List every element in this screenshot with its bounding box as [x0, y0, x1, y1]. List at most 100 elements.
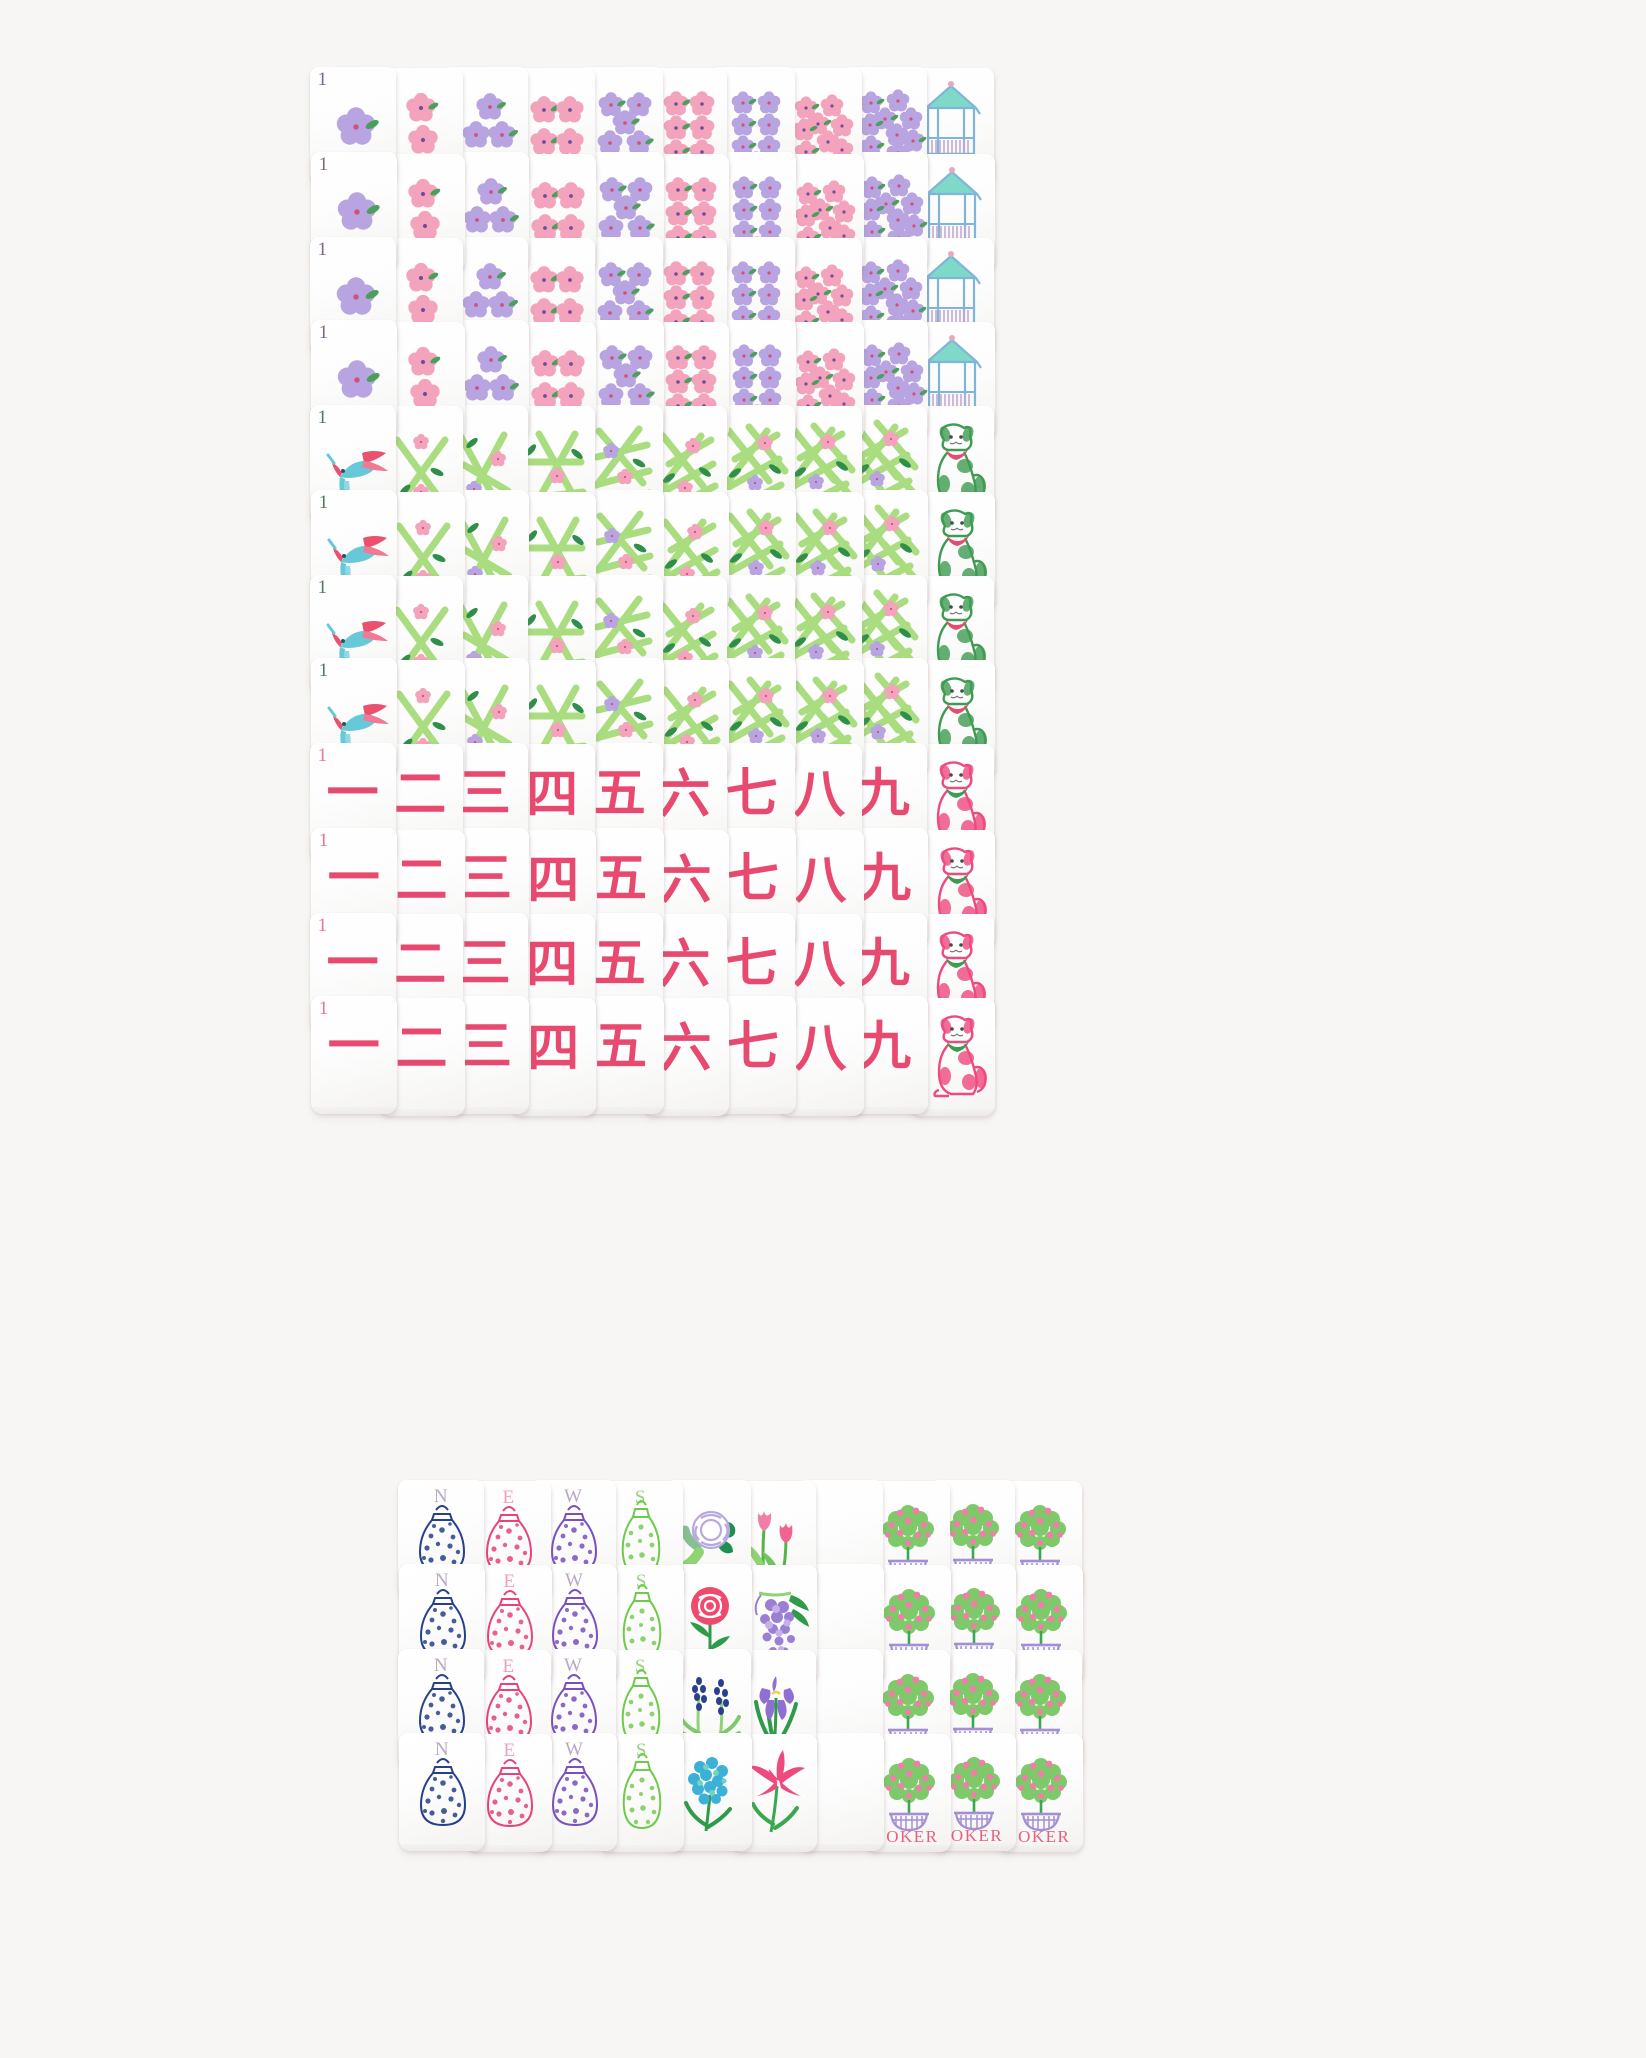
tile-art-cjk-2: 二 — [377, 744, 463, 862]
tile-art-blossom-5 — [578, 320, 664, 438]
tile-number: 1 — [317, 238, 328, 260]
tile-chinese-numeral: 一 — [326, 763, 379, 824]
tile-art-blossom-5 — [577, 237, 663, 355]
tile-art-cjk-4: 四 — [509, 744, 595, 862]
tile-art-blossom-2 — [379, 322, 465, 440]
tile-art-cjk-9: 九 — [841, 743, 927, 861]
tile-chinese-numeral: 六 — [659, 850, 712, 911]
tile-art-cjk-3: 三 — [443, 996, 529, 1114]
tile-art-blossom-5 — [577, 67, 663, 185]
tile-chinese-numeral: 四 — [527, 1018, 580, 1079]
tile-chinese-numeral: 四 — [526, 935, 579, 996]
wind-letter: E — [502, 1655, 515, 1677]
tile-chinese-numeral: 二 — [394, 765, 447, 826]
tile-art-cjk-3: 三 — [442, 913, 528, 1031]
tile-art-cjk-5: 五 — [577, 913, 663, 1031]
tile-art-blue-ginger-jar — [399, 1733, 485, 1851]
tile-chinese-numeral: 一 — [326, 933, 379, 994]
tile-art-cjk-9: 九 — [842, 996, 928, 1114]
tile-art-cjk-8: 八 — [778, 830, 864, 948]
tile-art-joker-topiary — [930, 1733, 1016, 1851]
tile-art-blossom-4 — [509, 238, 595, 356]
tile-art-cjk-6: 六 — [643, 830, 729, 948]
wind-letter: N — [434, 1570, 449, 1591]
tile-chinese-numeral: 三 — [459, 849, 512, 910]
tile-art-blossom-5 — [578, 152, 664, 270]
wind-letter: S — [634, 1655, 646, 1677]
tile-art-lattice-9 — [842, 658, 928, 776]
tile-chinese-numeral: 四 — [527, 850, 580, 911]
tile-art-blossom-1 — [310, 67, 396, 185]
tile-art-cjk-3: 三 — [442, 743, 528, 861]
tile-art-cjk-9: 九 — [841, 913, 927, 1031]
tile-number: 1 — [318, 492, 329, 514]
wind-letter: W — [565, 1739, 583, 1760]
tile-art-blossom-2 — [377, 238, 463, 356]
tile-number: 1 — [317, 68, 328, 90]
tile-art-blossom-3 — [443, 320, 529, 438]
tile-chinese-numeral: 七 — [726, 849, 779, 910]
tile-art-joker-topiary — [929, 1480, 1015, 1598]
joker-caption: JOKER — [878, 1827, 939, 1847]
tile-art-cjk-2: 二 — [379, 830, 465, 948]
tile-chinese-numeral: 二 — [394, 935, 447, 996]
tile-art-hummingbird — [311, 658, 397, 776]
wind-letter: N — [434, 1739, 449, 1760]
tile-art-pink-ginger-jar — [466, 1734, 552, 1852]
tile-chinese-numeral: 二 — [395, 1018, 448, 1079]
tile-art-cjk-3: 三 — [443, 828, 529, 946]
tile-art-blossom-4 — [510, 154, 596, 272]
tile-chinese-numeral: 七 — [725, 933, 778, 994]
tile-number: 1 — [317, 914, 328, 936]
tile-art-cjk-1: 一 — [311, 828, 397, 946]
tile-honor-n-wind[interactable]: N — [398, 1733, 485, 1851]
tile-art-cjk-8: 八 — [778, 998, 864, 1116]
joker-caption: JOKER — [942, 1826, 1004, 1845]
tile-art-cjk-7: 七 — [710, 828, 796, 946]
tile-art-cjk-1: 一 — [311, 996, 397, 1114]
tile-chinese-numeral: 六 — [658, 935, 711, 996]
tile-chinese-numeral: 五 — [594, 849, 647, 910]
tile-chinese-numeral: 三 — [458, 763, 511, 824]
tile-chinese-numeral: 六 — [658, 765, 711, 826]
tile-art-cjk-8: 八 — [776, 744, 862, 862]
tile-art-blossom-1 — [311, 152, 397, 270]
tile-art-cjk-1: 一 — [310, 913, 396, 1031]
tile-number: 1 — [317, 576, 328, 598]
tile-art-cjk-6: 六 — [641, 914, 727, 1032]
tile-art-joker-topiary — [930, 1564, 1016, 1682]
tile-art-green-ginger-jar — [598, 1734, 684, 1852]
tile-art-cjk-7: 七 — [709, 913, 795, 1031]
tile-chinese-numeral: 六 — [659, 1018, 712, 1079]
tile-art-blossom-9 — [842, 152, 928, 270]
wind-letter: W — [564, 1654, 582, 1676]
tile-chinese-numeral: 七 — [726, 1017, 779, 1078]
wind-letter: S — [635, 1571, 647, 1593]
tile-chinese-numeral: 九 — [858, 849, 911, 910]
tile-chinese-numeral: 八 — [794, 850, 847, 911]
tile-art-blossom-2 — [377, 68, 463, 186]
wind-letter: S — [634, 1486, 646, 1508]
tile-chinese-numeral: 一 — [327, 1017, 380, 1078]
tile-chinese-numeral: 五 — [593, 763, 646, 824]
wind-letter: N — [433, 1485, 448, 1507]
tile-art-blossom-8 — [776, 68, 862, 186]
tile-art-cjk-5: 五 — [577, 743, 663, 861]
tile-art-cjk-7: 七 — [709, 743, 795, 861]
tile-art-cjk-5: 五 — [578, 996, 664, 1114]
tile-art-cjk-1: 一 — [310, 743, 396, 861]
tile-chinese-numeral: 三 — [459, 1017, 512, 1078]
tile-art-cjk-4: 四 — [510, 830, 596, 948]
tile-art-joker-topiary — [865, 1734, 951, 1852]
tile-chinese-numeral: 五 — [594, 1017, 647, 1078]
tile-chinese-numeral: 一 — [327, 849, 380, 910]
tile-chinese-numeral: 七 — [725, 763, 778, 824]
tile-art-blossom-1 — [310, 237, 396, 355]
tile-art-blossom-3 — [442, 237, 528, 355]
tile-art-cjk-5: 五 — [578, 828, 664, 946]
tile-art-blossom-2 — [379, 154, 465, 272]
tile-chinese-numeral: 八 — [793, 765, 846, 826]
tile-chinese-numeral: 九 — [857, 763, 910, 824]
